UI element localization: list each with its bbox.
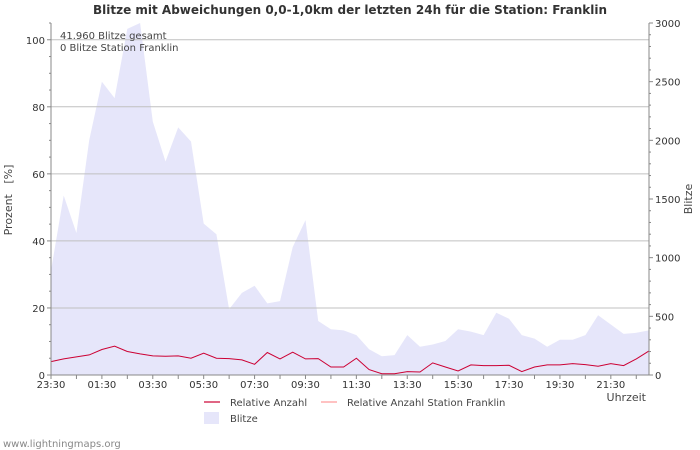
x-tick-label: 13:30 [393,380,422,391]
y-tick-label-right: 3000 [655,19,680,30]
x-tick-label: 09:30 [291,380,320,391]
y-tick-label-right: 2000 [655,136,680,147]
info-station-blitze: 0 Blitze Station Franklin [60,43,178,54]
y-tick-label-left: 100 [26,36,45,47]
y-tick-label-right: 2500 [655,78,680,89]
x-tick-label: 23:30 [37,380,66,391]
legend: Relative Anzahl Relative Anzahl Station … [204,398,505,425]
legend-label-blitze: Blitze [230,414,258,425]
y-tick-label-left: 20 [32,304,45,315]
footer-source: www.lightningmaps.org [3,439,121,450]
chart-title: Blitze mit Abweichungen 0,0-1,0km der le… [93,3,607,17]
legend-swatch-blitze [204,412,219,424]
series-blitze-area [51,23,649,375]
legend-label-relative-anzahl: Relative Anzahl [230,398,307,409]
y-tick-label-left: 80 [32,103,45,114]
x-tick-label: 15:30 [444,380,473,391]
info-total-blitze: 41.960 Blitze gesamt [60,31,167,42]
x-tick-label: 01:30 [87,380,116,391]
y-tick-label-right: 1000 [655,254,680,265]
x-tick-label: 17:30 [495,380,524,391]
x-tick-label: 19:30 [546,380,575,391]
legend-label-station: Relative Anzahl Station Franklin [347,398,505,409]
x-tick-label: 03:30 [138,380,167,391]
y-tick-label-left: 60 [32,170,45,181]
y-axis-left-label: Prozent [%] [2,165,15,236]
x-tick-label: 05:30 [189,380,218,391]
axes: 02040608010005001000150020002500300023:3… [26,19,681,391]
y-tick-label-left: 0 [39,371,45,382]
y-axis-right-label: Blitze [682,184,695,215]
y-tick-label-left: 40 [32,237,45,248]
x-tick-label: 07:30 [240,380,269,391]
blitze-area-layer [51,23,649,375]
y-tick-label-right: 500 [655,312,674,323]
y-tick-label-right: 1500 [655,195,680,206]
y-tick-label-right: 0 [655,371,661,382]
x-tick-label: 21:30 [596,380,625,391]
x-axis-label: Uhrzeit [607,391,647,404]
x-tick-label: 11:30 [342,380,371,391]
series-relative-anzahl-line [50,345,650,375]
